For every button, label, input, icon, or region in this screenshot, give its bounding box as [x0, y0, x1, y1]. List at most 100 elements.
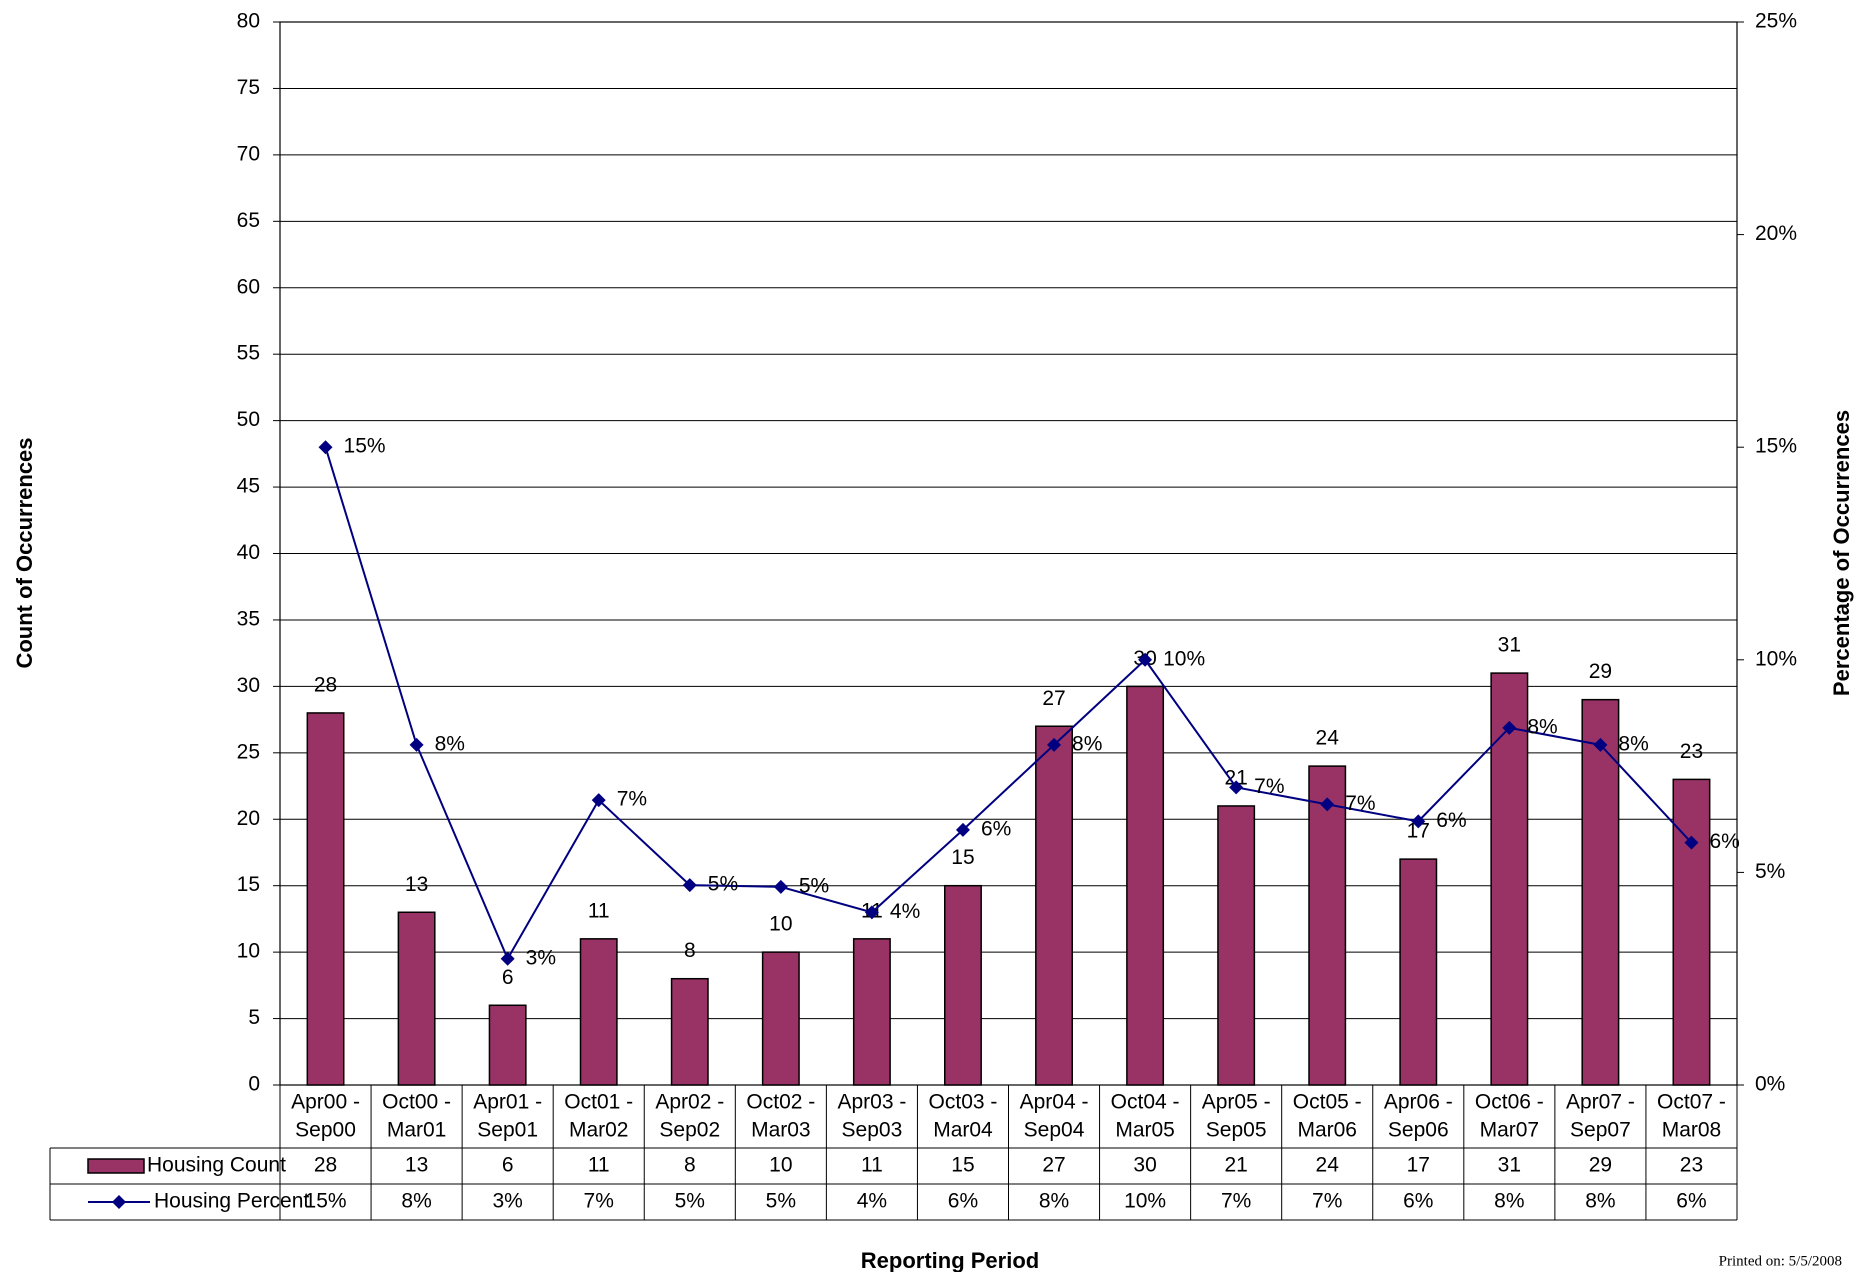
table-cell: 23	[1680, 1154, 1703, 1177]
bar-value-label: 31	[1498, 634, 1521, 657]
table-cell: 11	[861, 1154, 883, 1177]
y2-tick-label: 25%	[1755, 10, 1797, 33]
category-label: Apr03 -	[837, 1091, 906, 1114]
category-label: Apr02 -	[655, 1091, 724, 1114]
category-label: Mar03	[751, 1119, 811, 1142]
bar-value-label: 13	[405, 873, 428, 896]
y-tick-label: 10	[237, 940, 260, 963]
bar	[1126, 685, 1165, 1086]
footer: Printed on: 5/5/2008	[1719, 1253, 1842, 1269]
table-cell: 4%	[857, 1190, 887, 1213]
line-marker	[318, 440, 333, 455]
line-marker	[1229, 780, 1244, 795]
line-value-label: 6%	[1709, 830, 1739, 853]
y2-axis-title: Percentage of Occurrences	[1829, 410, 1854, 696]
table-cell: 13	[405, 1154, 428, 1177]
bar-value-label: 8	[684, 939, 696, 962]
bar-value-label: 24	[1316, 727, 1340, 750]
bar	[944, 884, 982, 1086]
y-tick-label: 70	[237, 142, 260, 165]
line-value-label: 7%	[617, 788, 647, 811]
category-label: Oct06 -	[1475, 1091, 1544, 1114]
category-label: Mar05	[1115, 1119, 1175, 1142]
y-tick-label: 40	[237, 541, 260, 564]
line-marker	[1593, 737, 1608, 752]
line-value-label: 8%	[1527, 715, 1557, 738]
category-label: Oct01 -	[564, 1091, 633, 1114]
y-tick-label: 25	[237, 740, 260, 763]
category-label: Apr04 -	[1020, 1091, 1089, 1114]
table-cell: 6%	[948, 1190, 978, 1213]
table-cell: 15	[951, 1154, 974, 1177]
table-cell: 8	[684, 1154, 696, 1177]
y-tick-label: 50	[237, 408, 260, 431]
bar	[1672, 778, 1711, 1086]
line-marker	[1411, 814, 1426, 829]
line-marker	[500, 951, 515, 966]
line-marker	[591, 793, 606, 808]
bar	[306, 712, 345, 1086]
category-label: Sep07	[1570, 1119, 1631, 1142]
table-cell: 21	[1224, 1154, 1247, 1177]
table-cell: 29	[1589, 1154, 1612, 1177]
bar-value-label: 27	[1042, 687, 1065, 710]
y-tick-label: 55	[237, 342, 260, 365]
table-cell: 15%	[305, 1190, 347, 1213]
bar	[1308, 765, 1347, 1086]
table-cell: 5%	[675, 1190, 705, 1213]
bar	[852, 938, 891, 1086]
bar	[1217, 805, 1256, 1086]
y-tick-label: 30	[237, 674, 260, 697]
bar-value-label: 28	[314, 673, 337, 696]
bar-value-label: 29	[1589, 660, 1612, 683]
category-label: Oct02 -	[746, 1091, 815, 1114]
category-label: Apr01 -	[473, 1091, 542, 1114]
category-label: Apr00 -	[291, 1091, 360, 1114]
legend-marker	[112, 1195, 126, 1209]
bar	[397, 911, 436, 1086]
category-label: Sep04	[1024, 1119, 1085, 1142]
line-marker	[1684, 835, 1699, 850]
y-tick-label: 60	[237, 275, 260, 298]
line-marker	[1047, 737, 1062, 752]
line-value-label: 3%	[526, 946, 556, 969]
bar-value-label: 21	[1224, 767, 1247, 790]
y-axis-title: Count of Occurrences	[12, 437, 37, 668]
line-marker	[773, 879, 788, 894]
category-label: Oct03 -	[929, 1091, 998, 1114]
category-label: Mar08	[1662, 1119, 1722, 1142]
line-marker	[1138, 652, 1153, 667]
bar-value-label: 6	[502, 966, 514, 989]
line-value-label: 7%	[1254, 775, 1284, 798]
y2-tick-label: 5%	[1755, 860, 1785, 883]
line-marker	[1502, 720, 1517, 735]
y-tick-label: 80	[237, 10, 260, 33]
y2-tick-label: 15%	[1755, 435, 1797, 458]
table-cell: 8%	[1585, 1190, 1615, 1213]
line-value-label: 6%	[981, 817, 1011, 840]
legend-label: Housing Count	[147, 1154, 286, 1177]
table-cell: 30	[1133, 1154, 1156, 1177]
table-cell: 11	[588, 1154, 610, 1177]
table-cell: 8%	[1494, 1190, 1524, 1213]
category-label: Apr05 -	[1202, 1091, 1271, 1114]
bar-value-label: 11	[588, 899, 610, 922]
bar	[1399, 858, 1438, 1086]
legend-swatch	[87, 1158, 145, 1174]
category-label: Apr06 -	[1384, 1091, 1453, 1114]
category-label: Mar07	[1480, 1119, 1540, 1142]
category-label: Sep05	[1206, 1119, 1267, 1142]
bar	[579, 938, 618, 1086]
line-value-label: 8%	[435, 732, 465, 755]
table-cell: 7%	[584, 1190, 614, 1213]
category-label: Oct05 -	[1293, 1091, 1362, 1114]
line-value-label: 10%	[1163, 647, 1205, 670]
line	[324, 446, 1693, 961]
category-label: Oct04 -	[1111, 1091, 1180, 1114]
category-label: Oct00 -	[382, 1091, 451, 1114]
line-value-label: 6%	[1436, 809, 1466, 832]
table-cell: 3%	[492, 1190, 522, 1213]
y-tick-label: 45	[237, 475, 260, 498]
